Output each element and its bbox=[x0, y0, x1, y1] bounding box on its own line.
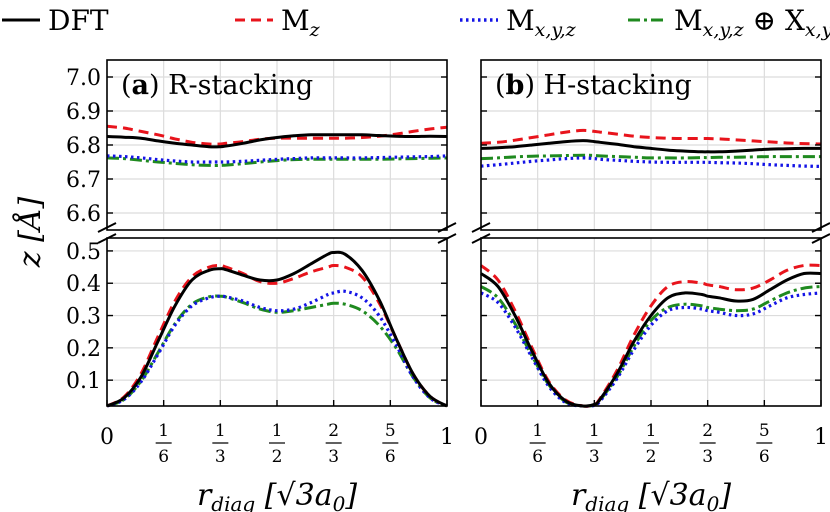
xtick-denominator: 2 bbox=[646, 447, 657, 467]
legend-item-DFT: DFT bbox=[2, 4, 109, 37]
xtick-numerator: 1 bbox=[589, 421, 600, 441]
series-Mxyz-upper bbox=[480, 156, 822, 168]
xtick-numerator: 1 bbox=[532, 421, 543, 441]
series-Mxyz-lower bbox=[106, 289, 448, 408]
ytick-label: 6.9 bbox=[66, 100, 101, 125]
xtick-numerator: 5 bbox=[385, 421, 396, 441]
xtick-numerator: 1 bbox=[272, 421, 283, 441]
xtick-label: 1 bbox=[440, 425, 454, 450]
xtick-numerator: 5 bbox=[759, 421, 770, 441]
series-Mxyz-lower bbox=[480, 291, 822, 408]
legend-label-Mxyz: Mx,y,z bbox=[506, 4, 577, 41]
series-DFT-lower bbox=[106, 250, 448, 408]
xtick-denominator: 6 bbox=[158, 447, 169, 467]
x-axis-label: rdiag [√3a0] bbox=[571, 478, 731, 512]
xtick-label: 0 bbox=[474, 425, 488, 450]
xtick-value: 0 bbox=[474, 425, 488, 450]
ytick-label: 7.0 bbox=[66, 66, 101, 91]
xtick-label: 56 bbox=[382, 421, 399, 467]
xtick-label: 12 bbox=[269, 421, 285, 467]
xtick-denominator: 6 bbox=[385, 447, 396, 467]
xtick-value: 0 bbox=[100, 425, 114, 450]
xtick-label: 13 bbox=[586, 421, 603, 467]
xtick-denominator: 3 bbox=[702, 447, 713, 467]
xtick-label: 12 bbox=[643, 421, 659, 467]
xtick-denominator: 2 bbox=[272, 447, 283, 467]
axis-break-mark bbox=[811, 222, 830, 244]
xtick-denominator: 3 bbox=[328, 447, 339, 467]
series-MX-upper bbox=[480, 153, 821, 161]
xtick-label: 56 bbox=[756, 421, 773, 467]
series-Mz-upper bbox=[480, 128, 822, 146]
ytick-label: 0.1 bbox=[66, 369, 101, 394]
ytick-label: 6.6 bbox=[66, 202, 101, 227]
break-gap bbox=[480, 231, 822, 237]
series-Mz-lower bbox=[480, 263, 822, 408]
panel-a: 6.66.76.86.97.00.10.20.30.40.50 161312235… bbox=[66, 59, 457, 512]
series-Mz-lower bbox=[106, 263, 448, 408]
series-DFT-lower bbox=[480, 271, 822, 408]
break-gap bbox=[106, 231, 448, 237]
xtick-denominator: 6 bbox=[532, 447, 543, 467]
series-MX-lower bbox=[480, 285, 822, 408]
series-DFT-upper bbox=[480, 139, 822, 154]
axis-break-mark bbox=[437, 222, 457, 244]
ytick-label: 0.4 bbox=[66, 272, 101, 297]
xtick-numerator: 1 bbox=[646, 421, 657, 441]
ytick-label: 0.5 bbox=[66, 240, 101, 265]
xtick-denominator: 6 bbox=[759, 447, 770, 467]
xtick-label: 13 bbox=[212, 421, 229, 467]
ytick-label: 0.2 bbox=[66, 337, 101, 362]
ytick-label: 0.3 bbox=[66, 305, 101, 330]
legend-label-DFT: DFT bbox=[48, 4, 109, 37]
gridlines bbox=[480, 60, 822, 406]
xtick-label: 23 bbox=[325, 421, 342, 467]
series-DFT-upper bbox=[106, 133, 448, 149]
series-Mxyz-upper bbox=[106, 154, 448, 164]
ytick-label: 6.8 bbox=[66, 134, 101, 159]
legend-item-Mxyz: Mx,y,z bbox=[460, 4, 577, 41]
x-axis-label: rdiag [√3a0] bbox=[197, 478, 357, 512]
xtick-numerator: 2 bbox=[702, 421, 713, 441]
xtick-numerator: 1 bbox=[215, 421, 226, 441]
xtick-denominator: 3 bbox=[589, 447, 600, 467]
xtick-label: 16 bbox=[529, 421, 546, 467]
ytick-label: 6.7 bbox=[66, 168, 101, 193]
xtick-label: 23 bbox=[699, 421, 716, 467]
legend-item-MX: Mx,y,z ⊕ Xx,y,z bbox=[628, 4, 830, 41]
legend-item-Mz: Mz bbox=[235, 4, 321, 41]
xtick-numerator: 2 bbox=[328, 421, 339, 441]
legend-label-Mz: Mz bbox=[281, 4, 321, 41]
panel-title: (b) H-stacking bbox=[495, 70, 692, 101]
xtick-numerator: 1 bbox=[158, 421, 169, 441]
xtick-label: 1 bbox=[814, 425, 828, 450]
axis-break-mark bbox=[97, 222, 117, 244]
legend: DFT Mz Mx,y,z Mx,y,z ⊕ Xx,y,z bbox=[2, 4, 830, 41]
xtick-value: 1 bbox=[440, 425, 454, 450]
xtick-value: 1 bbox=[814, 425, 828, 450]
panels: 6.66.76.86.97.00.10.20.30.40.50 161312235… bbox=[66, 59, 830, 512]
xtick-denominator: 3 bbox=[215, 447, 226, 467]
xtick-label: 0 bbox=[100, 425, 114, 450]
axis-break-mark bbox=[471, 222, 491, 244]
xtick-label: 16 bbox=[155, 421, 172, 467]
y-axis-label: z [Å] bbox=[12, 197, 48, 269]
panel-title: (a) R-stacking bbox=[121, 70, 313, 101]
legend-label-MX: Mx,y,z ⊕ Xx,y,z bbox=[674, 4, 830, 41]
